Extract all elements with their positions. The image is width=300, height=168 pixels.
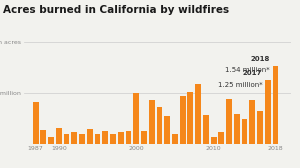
Bar	[188, 92, 193, 144]
Bar	[126, 131, 131, 144]
Bar	[149, 100, 155, 144]
Text: Acres burned in California by wildfires: Acres burned in California by wildfires	[3, 5, 229, 15]
Bar	[164, 116, 170, 144]
Bar	[102, 131, 108, 144]
Bar	[218, 132, 224, 144]
Bar	[118, 132, 124, 144]
Bar	[226, 99, 232, 144]
Bar	[64, 134, 70, 144]
Text: 2018: 2018	[251, 56, 270, 61]
Bar	[87, 129, 93, 144]
Bar	[79, 134, 85, 144]
Bar	[265, 80, 271, 144]
Bar	[257, 111, 263, 144]
Bar	[56, 128, 62, 144]
Text: 2017: 2017	[243, 70, 262, 76]
Bar	[40, 130, 46, 144]
Text: 1.25 million*: 1.25 million*	[218, 81, 262, 88]
Bar	[71, 132, 77, 144]
Bar	[242, 119, 247, 144]
Bar	[94, 134, 100, 144]
Bar	[249, 100, 255, 144]
Bar	[141, 131, 147, 144]
Bar	[172, 134, 178, 144]
Bar	[48, 137, 54, 144]
Text: 1.54 million*: 1.54 million*	[226, 67, 270, 73]
Bar	[203, 115, 209, 144]
Bar	[273, 66, 278, 144]
Bar	[195, 84, 201, 144]
Bar	[180, 96, 186, 144]
Bar	[234, 114, 240, 144]
Bar	[33, 102, 38, 144]
Bar	[133, 93, 139, 144]
Bar	[157, 107, 162, 144]
Bar	[110, 134, 116, 144]
Bar	[211, 137, 217, 144]
